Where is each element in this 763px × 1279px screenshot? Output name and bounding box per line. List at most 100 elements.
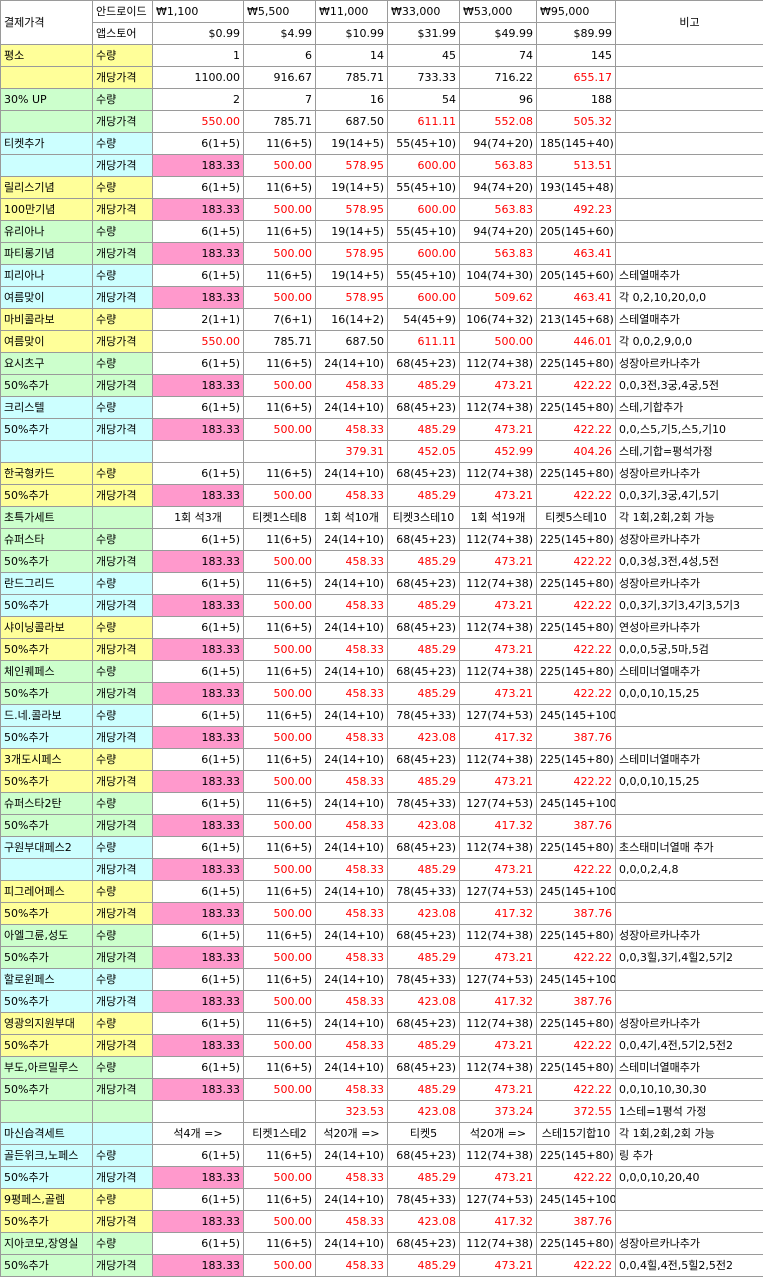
value-cell: 112(74+38)	[459, 1012, 537, 1035]
row-label: 50%추가	[0, 418, 93, 441]
row-label: 크리스텔	[0, 396, 93, 419]
note-cell: 스테열매추가	[615, 264, 763, 287]
value-cell: 245(145+100)	[536, 1188, 616, 1211]
value-cell: 112(74+38)	[459, 1144, 537, 1167]
table-row: 체인퀘페스 수량 6(1+5) 11(6+5) 24(14+10) 68(45+23) 11…	[0, 660, 763, 683]
value-cell: 19(14+5)	[315, 220, 388, 243]
value-cell: 55(45+10)	[387, 132, 460, 155]
value-cell: 500.00	[243, 682, 316, 705]
row-type: 수량	[92, 264, 153, 287]
value-cell: 423.08	[387, 902, 460, 925]
value-cell: 458.33	[315, 374, 388, 397]
value-cell: 1100.00	[152, 66, 244, 89]
note-cell: 성장아르카나추가	[615, 528, 763, 551]
row-label	[0, 110, 93, 133]
value-cell: 6(1+5)	[152, 924, 244, 947]
row-type: 수량	[92, 1232, 153, 1255]
value-cell: 513.51	[536, 154, 616, 177]
row-label: 유리아나	[0, 220, 93, 243]
value-cell: 11(6+5)	[243, 572, 316, 595]
value-cell: 112(74+38)	[459, 616, 537, 639]
table-row: 개당가격 1100.00 916.67 785.71 733.33 716.22 655.1…	[0, 66, 763, 89]
value-cell: 24(14+10)	[315, 1056, 388, 1079]
row-type: 수량	[92, 1056, 153, 1079]
value-cell: 387.76	[536, 1210, 616, 1233]
value-cell: 104(74+30)	[459, 264, 537, 287]
row-label: 100만기념	[0, 198, 93, 221]
value-cell: 183.33	[152, 594, 244, 617]
value-cell: 458.33	[315, 682, 388, 705]
value-cell: 112(74+38)	[459, 396, 537, 419]
value-cell: 127(74+53)	[459, 792, 537, 815]
value-cell: 112(74+38)	[459, 660, 537, 683]
value-cell: 112(74+38)	[459, 1232, 537, 1255]
table-row: 여름맞이 개당가격 550.00 785.71 687.50 611.11 500.00 44…	[0, 330, 763, 353]
value-cell: 6(1+5)	[152, 1144, 244, 1167]
value-cell: 785.71	[243, 110, 316, 133]
row-type: 개당가격	[92, 858, 153, 881]
value-cell: 422.22	[536, 638, 616, 661]
table-row: 개당가격 183.33 500.00 458.33 485.29 473.21 422.22…	[0, 858, 763, 881]
value-cell: 24(14+10)	[315, 968, 388, 991]
table-row: 초특가세트 1회 석3개 티켓1스테8 1회 석10개 티켓3스테10 1회 석19개 티켓…	[0, 506, 763, 529]
value-cell: 473.21	[459, 770, 537, 793]
value-cell: 183.33	[152, 1034, 244, 1057]
note-cell: 각 1회,2회,2회 가능	[615, 1122, 763, 1145]
value-cell: 500.00	[243, 858, 316, 881]
value-cell: 11(6+5)	[243, 968, 316, 991]
note-cell: 초스태미너열매 추가	[615, 836, 763, 859]
row-label: 샤이닝콜라보	[0, 616, 93, 639]
value-cell: 422.22	[536, 946, 616, 969]
value-cell: 458.33	[315, 1078, 388, 1101]
value-cell: 500.00	[243, 374, 316, 397]
note-cell: 링 추가	[615, 1144, 763, 1167]
row-type: 개당가격	[92, 638, 153, 661]
note-cell: 0,0,0,10,15,25	[615, 682, 763, 705]
value-cell: 225(145+80)	[536, 462, 616, 485]
row-label: 초특가세트	[0, 506, 93, 529]
row-type: 개당가격	[92, 286, 153, 309]
value-cell: 423.08	[387, 726, 460, 749]
value-cell: 183.33	[152, 286, 244, 309]
row-type: 개당가격	[92, 484, 153, 507]
value-cell: 485.29	[387, 1078, 460, 1101]
value-cell: 112(74+38)	[459, 528, 537, 551]
note-cell	[615, 902, 763, 925]
value-cell: 6	[243, 44, 316, 67]
row-label: 슈퍼스타	[0, 528, 93, 551]
value-cell: 11(6+5)	[243, 748, 316, 771]
table-row: 50%추가 개당가격 183.33 500.00 458.33 423.08 417.32 3…	[0, 902, 763, 925]
value-cell: 스테15기합10	[536, 1122, 616, 1145]
note-cell	[615, 1188, 763, 1211]
value-cell: 24(14+10)	[315, 1012, 388, 1035]
note-cell: 0,0,0,2,4,8	[615, 858, 763, 881]
row-label: 50%추가	[0, 1210, 93, 1233]
value-cell: 1회 석19개	[459, 506, 537, 529]
table-row: 릴리스기념 수량 6(1+5) 11(6+5) 19(14+5) 55(45+10) 94(…	[0, 176, 763, 199]
row-type: 수량	[92, 572, 153, 595]
row-type: 수량	[92, 660, 153, 683]
note-cell	[615, 242, 763, 265]
value-cell: 422.22	[536, 770, 616, 793]
value-cell: 11(6+5)	[243, 352, 316, 375]
note-cell	[615, 814, 763, 837]
value-cell: 458.33	[315, 1254, 388, 1277]
value-cell: 422.22	[536, 484, 616, 507]
row-type: 개당가격	[92, 1034, 153, 1057]
value-cell: 183.33	[152, 1078, 244, 1101]
row-label: 지아코모,장영실	[0, 1232, 93, 1255]
row-type: 개당가격	[92, 1254, 153, 1277]
row-label: 아엘그륜,성도	[0, 924, 93, 947]
platform-android: 안드로이드	[92, 0, 153, 23]
value-cell: 24(14+10)	[315, 462, 388, 485]
row-label: 50%추가	[0, 770, 93, 793]
row-type: 개당가격	[92, 770, 153, 793]
table-row: 크리스텔 수량 6(1+5) 11(6+5) 24(14+10) 68(45+23) 112…	[0, 396, 763, 419]
value-cell: 24(14+10)	[315, 1144, 388, 1167]
note-cell: 0,0,4기,4전,5기2,5전2	[615, 1034, 763, 1057]
value-cell: 68(45+23)	[387, 1056, 460, 1079]
row-label: 피그레어페스	[0, 880, 93, 903]
value-cell: 387.76	[536, 814, 616, 837]
value-cell: 24(14+10)	[315, 660, 388, 683]
value-cell: 452.99	[459, 440, 537, 463]
